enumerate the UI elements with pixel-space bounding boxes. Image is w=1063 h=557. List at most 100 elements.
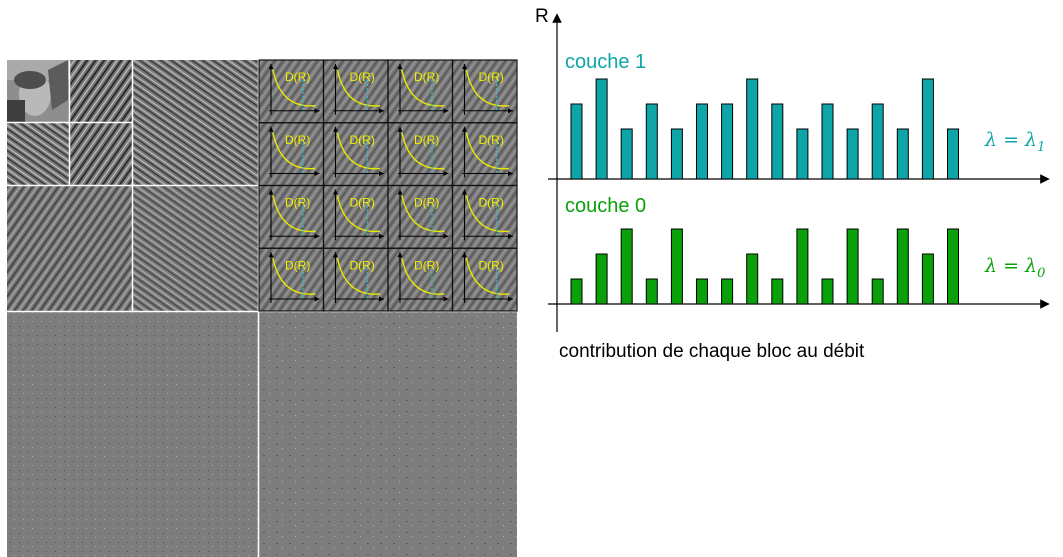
- layer-0-bar: [746, 253, 759, 305]
- dr-x-arrow: [379, 171, 384, 176]
- layer-0-bar: [620, 228, 633, 305]
- layer-1-bar: [771, 103, 784, 180]
- dr-y-arrow: [333, 252, 338, 258]
- layer-1-bars: [570, 78, 959, 180]
- layer-0-bar: [721, 278, 734, 305]
- wavelet-decomposition-figure: D(R) D(R) D(R) D(R) D(R) D(R) D(R) D(R) D(R) D(R)…: [7, 59, 518, 557]
- layer-0-bar: [696, 278, 708, 305]
- dr-cell: D(R): [258, 59, 325, 124]
- layer-0-bar: [871, 278, 884, 305]
- dr-x-arrow: [443, 233, 449, 239]
- layer-1-bar: [846, 128, 859, 180]
- layer-1-bar: [570, 103, 583, 180]
- dr-y-arrow: [462, 126, 467, 132]
- subband-hh-level3: [70, 123, 132, 185]
- layer-0-bar: [846, 228, 859, 305]
- layer-0-bar: [645, 278, 658, 305]
- dr-x-arrow: [379, 296, 384, 302]
- dr-cell: D(R): [451, 59, 518, 124]
- lambda-0-annotation: λ = λ0: [984, 255, 1045, 281]
- dr-curve: [401, 69, 445, 107]
- dr-x-arrow: [379, 108, 384, 114]
- dr-curve: [401, 195, 445, 233]
- dr-x-arrow: [314, 233, 320, 239]
- dr-cell: D(R): [387, 122, 454, 187]
- dr-label: D(R): [350, 70, 375, 84]
- dr-x-arrow: [508, 296, 513, 302]
- dr-curve: [336, 258, 381, 295]
- dr-curve: [336, 195, 381, 233]
- dr-cell: D(R): [387, 59, 454, 124]
- dr-label: D(R): [350, 196, 375, 210]
- dr-y-arrow: [268, 252, 274, 258]
- dr-y-arrow: [333, 64, 338, 69]
- dr-x-arrow: [508, 233, 513, 239]
- layer-1-bar: [670, 128, 683, 180]
- dr-y-arrow: [462, 189, 467, 195]
- layer-1-bar: [921, 78, 934, 180]
- dr-cell: D(R): [451, 184, 518, 249]
- layer-1-bar: [821, 103, 834, 180]
- dr-label: D(R): [285, 258, 310, 272]
- layer-1-bar: [595, 78, 608, 180]
- subband-hh-level1: [259, 312, 517, 557]
- layer-0-bar: [896, 228, 909, 305]
- dr-cell: D(R): [258, 247, 325, 312]
- dr-x-arrow: [314, 296, 320, 302]
- subband-lh-level1: [7, 312, 258, 557]
- dr-x-arrow: [314, 108, 320, 114]
- dr-curve: [401, 132, 445, 170]
- dr-cell-border: [451, 247, 518, 312]
- dr-y-arrow: [462, 64, 467, 69]
- dr-label: D(R): [285, 133, 310, 147]
- layer-1-bar: [645, 103, 658, 180]
- dr-curve: [272, 132, 316, 170]
- dr-cell: D(R): [451, 122, 518, 187]
- dr-x-arrow: [443, 171, 449, 176]
- dr-y-arrow: [268, 126, 274, 132]
- dr-y-arrow: [397, 64, 403, 69]
- layer-0-bar: [595, 253, 608, 305]
- subband-lh-level3: [7, 123, 69, 185]
- layer-1-bar: [871, 103, 884, 180]
- y-axis-label: R: [535, 6, 549, 27]
- layer-1-bar: [896, 128, 909, 180]
- subband-hl-level3: [70, 60, 132, 122]
- x-axis-label: contribution de chaque bloc au débit: [559, 341, 865, 362]
- layer-0-bars: [570, 228, 959, 305]
- dr-cell-grid: D(R) D(R) D(R) D(R) D(R) D(R) D(R) D(R) D(R) D(R)…: [258, 59, 518, 312]
- layer-0-bar: [796, 228, 809, 305]
- dr-curve: [272, 258, 316, 295]
- dr-label: D(R): [414, 258, 439, 272]
- dr-y-arrow: [397, 252, 403, 258]
- dr-x-arrow: [508, 108, 513, 114]
- layer-0-bar: [821, 278, 834, 305]
- layer-0-label: couche 0: [565, 195, 646, 217]
- dr-label: D(R): [479, 196, 504, 210]
- dr-x-arrow: [379, 233, 384, 239]
- dr-label: D(R): [285, 70, 310, 84]
- layer-1-label: couche 1: [565, 51, 646, 73]
- layer-1-bar: [947, 128, 959, 180]
- dr-x-arrow: [314, 171, 320, 176]
- dr-curve: [465, 132, 510, 170]
- dr-y-arrow: [397, 189, 403, 195]
- dr-cell: D(R): [322, 122, 389, 187]
- layer-1-bar: [721, 103, 734, 180]
- dr-curve: [272, 195, 316, 233]
- dr-x-arrow: [443, 108, 449, 114]
- dr-cell: D(R): [387, 247, 454, 312]
- dr-label: D(R): [414, 196, 439, 210]
- dr-curve: [336, 69, 381, 107]
- layer-0-bar: [670, 228, 683, 305]
- dr-y-arrow: [268, 189, 274, 195]
- dr-label: D(R): [414, 133, 439, 147]
- dr-label: D(R): [285, 196, 310, 210]
- layer-0-bar: [921, 253, 934, 305]
- lambda-1-annotation: λ = λ1: [984, 129, 1045, 155]
- lena-thumbnail: [7, 60, 69, 122]
- layer-1-bar: [696, 103, 708, 180]
- dr-label: D(R): [479, 133, 504, 147]
- dr-label: D(R): [350, 133, 375, 147]
- dr-x-arrow: [443, 296, 449, 302]
